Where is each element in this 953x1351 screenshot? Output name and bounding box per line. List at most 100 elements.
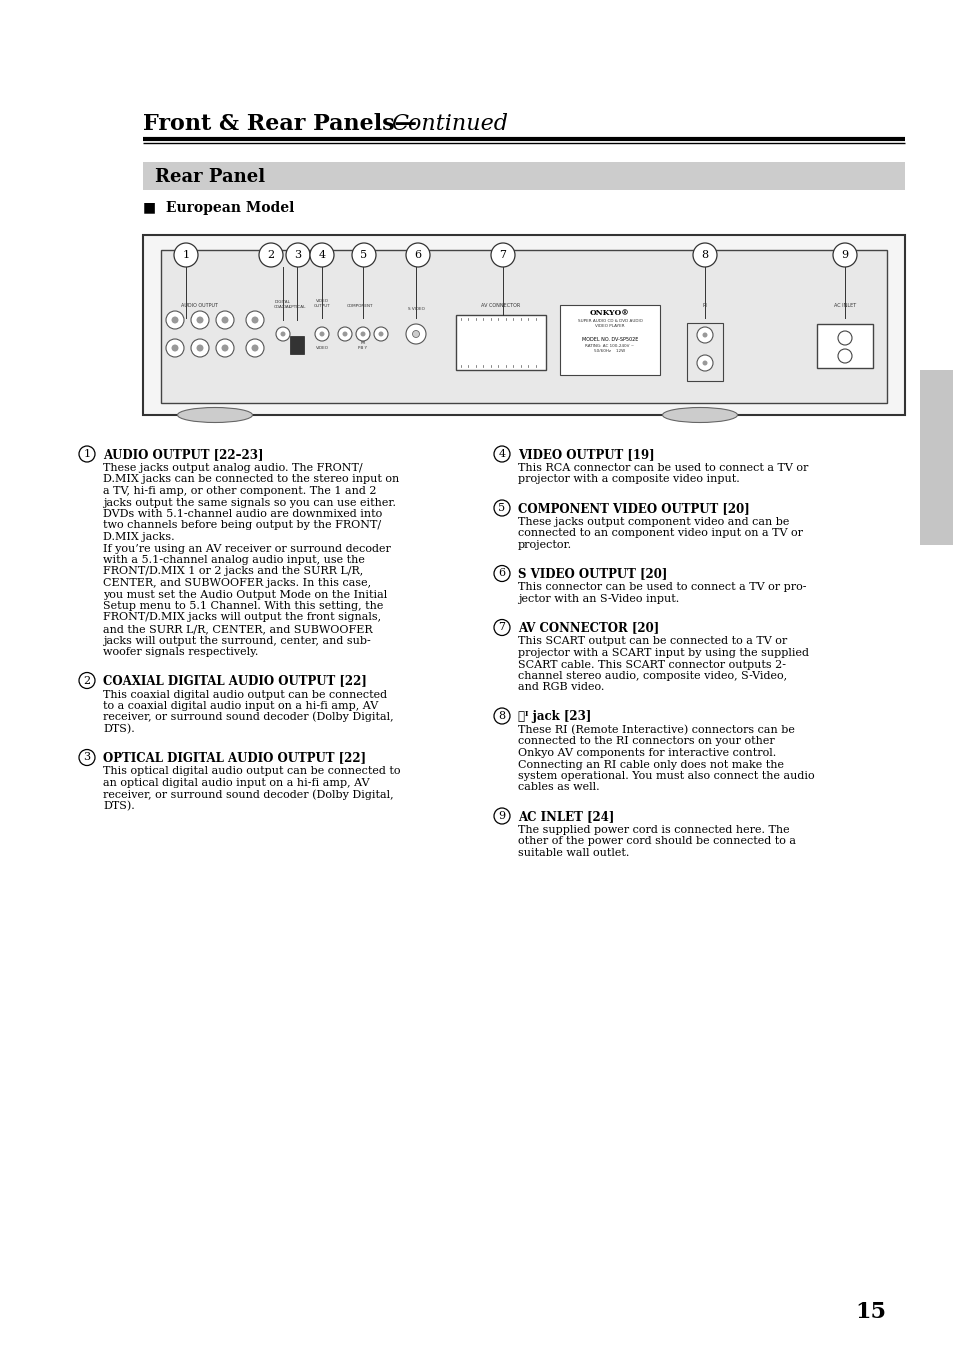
Text: you must set the Audio Output Mode on the Initial: you must set the Audio Output Mode on th…: [103, 589, 387, 600]
Text: jacks will output the surround, center, and sub-: jacks will output the surround, center, …: [103, 635, 371, 646]
Circle shape: [406, 324, 426, 345]
Text: an optical digital audio input on a hi-fi amp, AV: an optical digital audio input on a hi-f…: [103, 778, 369, 788]
FancyBboxPatch shape: [143, 235, 904, 415]
Text: a TV, hi-fi amp, or other component. The 1 and 2: a TV, hi-fi amp, or other component. The…: [103, 486, 376, 496]
Text: FRONT/D.MIX 1 or 2 jacks and the SURR L/R,: FRONT/D.MIX 1 or 2 jacks and the SURR L/…: [103, 566, 363, 577]
Text: 1: 1: [182, 250, 190, 259]
Text: PR
PB Y: PR PB Y: [358, 342, 367, 350]
Text: and the SURR L/R, CENTER, and SUBWOOFER: and the SURR L/R, CENTER, and SUBWOOFER: [103, 624, 373, 634]
Circle shape: [319, 331, 324, 336]
Text: RI: RI: [701, 303, 707, 308]
Text: This RCA connector can be used to connect a TV or: This RCA connector can be used to connec…: [517, 463, 807, 473]
Text: DTS).: DTS).: [103, 724, 134, 734]
Bar: [161, 250, 886, 403]
Text: 6: 6: [414, 250, 421, 259]
Text: 5: 5: [360, 250, 367, 259]
Text: This optical digital audio output can be connected to: This optical digital audio output can be…: [103, 766, 400, 777]
Text: The supplied power cord is connected here. The: The supplied power cord is connected her…: [517, 825, 789, 835]
Circle shape: [701, 361, 707, 366]
Text: COMPONENT VIDEO OUTPUT [20]: COMPONENT VIDEO OUTPUT [20]: [517, 503, 749, 515]
Text: 6: 6: [497, 569, 505, 578]
Text: Onkyo AV components for interactive control.: Onkyo AV components for interactive cont…: [517, 748, 776, 758]
Text: AC INLET [24]: AC INLET [24]: [517, 811, 614, 823]
Text: jacks output the same signals so you can use either.: jacks output the same signals so you can…: [103, 497, 395, 508]
Text: COAXIAL DIGITAL AUDIO OUTPUT [22]: COAXIAL DIGITAL AUDIO OUTPUT [22]: [103, 674, 367, 688]
Text: VIDEO OUTPUT [19]: VIDEO OUTPUT [19]: [517, 449, 654, 461]
Circle shape: [491, 243, 515, 267]
Text: FRONT/D.MIX jacks will output the front signals,: FRONT/D.MIX jacks will output the front …: [103, 612, 381, 623]
Circle shape: [172, 345, 178, 351]
Text: Connecting an RI cable only does not make the: Connecting an RI cable only does not mak…: [517, 759, 783, 770]
Circle shape: [701, 332, 707, 338]
Text: This connector can be used to connect a TV or pro-: This connector can be used to connect a …: [517, 582, 805, 593]
Text: If you’re using an AV receiver or surround decoder: If you’re using an AV receiver or surrou…: [103, 543, 391, 554]
Circle shape: [221, 316, 229, 323]
Text: 4: 4: [497, 449, 505, 459]
Text: suitable wall outlet.: suitable wall outlet.: [517, 848, 629, 858]
Text: 1: 1: [83, 449, 91, 459]
Text: SUPER AUDIO CD & DVD AUDIO
VIDEO PLAYER: SUPER AUDIO CD & DVD AUDIO VIDEO PLAYER: [577, 319, 641, 328]
Circle shape: [258, 243, 283, 267]
Text: SCART cable. This SCART connector outputs 2-: SCART cable. This SCART connector output…: [517, 659, 785, 670]
Text: AC INLET: AC INLET: [833, 303, 855, 308]
Text: DVDs with 5.1-channel audio are downmixed into: DVDs with 5.1-channel audio are downmixe…: [103, 509, 382, 519]
Circle shape: [337, 327, 352, 340]
Bar: [143, 162, 904, 190]
Circle shape: [215, 311, 233, 330]
Text: These jacks output analog audio. The FRONT/: These jacks output analog audio. The FRO…: [103, 463, 362, 473]
Circle shape: [191, 339, 209, 357]
Circle shape: [215, 339, 233, 357]
Bar: [559, 305, 659, 376]
Text: channel stereo audio, composite video, S-Video,: channel stereo audio, composite video, S…: [517, 671, 786, 681]
Text: receiver, or surround sound decoder (Dolby Digital,: receiver, or surround sound decoder (Dol…: [103, 712, 394, 723]
Circle shape: [79, 750, 95, 766]
Text: projector with a SCART input by using the supplied: projector with a SCART input by using th…: [517, 648, 808, 658]
Circle shape: [494, 708, 510, 724]
Text: D.MIX jacks can be connected to the stereo input on: D.MIX jacks can be connected to the ster…: [103, 474, 399, 485]
Circle shape: [252, 345, 258, 351]
Text: connected to an component video input on a TV or: connected to an component video input on…: [517, 528, 802, 539]
Circle shape: [832, 243, 856, 267]
Text: cables as well.: cables as well.: [517, 782, 599, 793]
Text: 15: 15: [854, 1301, 885, 1323]
Circle shape: [494, 620, 510, 635]
Circle shape: [221, 345, 229, 351]
Circle shape: [196, 345, 203, 351]
Circle shape: [355, 327, 370, 340]
Text: 2: 2: [83, 676, 91, 685]
Text: 7: 7: [499, 250, 506, 259]
Text: OPTICAL DIGITAL AUDIO OUTPUT [22]: OPTICAL DIGITAL AUDIO OUTPUT [22]: [103, 751, 366, 765]
Bar: [456, 315, 545, 370]
Text: ONKYO®: ONKYO®: [590, 309, 629, 317]
Text: These jacks output component video and can be: These jacks output component video and c…: [517, 517, 788, 527]
Circle shape: [79, 446, 95, 462]
Circle shape: [697, 355, 712, 372]
Text: MODEL NO. DV-SP502E: MODEL NO. DV-SP502E: [581, 336, 638, 342]
Circle shape: [196, 316, 203, 323]
Circle shape: [310, 243, 334, 267]
Text: COMPONENT: COMPONENT: [346, 304, 373, 308]
Text: 4: 4: [318, 250, 325, 259]
Circle shape: [360, 331, 365, 336]
Text: VIDEO: VIDEO: [315, 346, 328, 350]
Circle shape: [172, 316, 178, 323]
Circle shape: [406, 243, 430, 267]
Circle shape: [314, 327, 329, 340]
Circle shape: [280, 331, 285, 336]
Circle shape: [191, 311, 209, 330]
Text: 5: 5: [497, 503, 505, 513]
Text: DIGITAL
COAXIAL: DIGITAL COAXIAL: [274, 300, 292, 309]
Text: S VIDEO OUTPUT [20]: S VIDEO OUTPUT [20]: [517, 567, 667, 581]
Text: 8: 8: [497, 711, 505, 721]
Text: S VIDEO: S VIDEO: [407, 307, 424, 311]
Text: AUDIO OUTPUT [22–23]: AUDIO OUTPUT [22–23]: [103, 449, 263, 461]
Bar: [290, 336, 304, 354]
Text: 3: 3: [83, 753, 91, 762]
Circle shape: [494, 446, 510, 462]
Ellipse shape: [177, 408, 253, 423]
Text: system operational. You must also connect the audio: system operational. You must also connec…: [517, 771, 814, 781]
Text: These RI (Remote Interactive) connectors can be: These RI (Remote Interactive) connectors…: [517, 724, 794, 735]
Text: with a 5.1-channel analog audio input, use the: with a 5.1-channel analog audio input, u…: [103, 555, 364, 565]
Text: 8: 8: [700, 250, 708, 259]
Circle shape: [352, 243, 375, 267]
